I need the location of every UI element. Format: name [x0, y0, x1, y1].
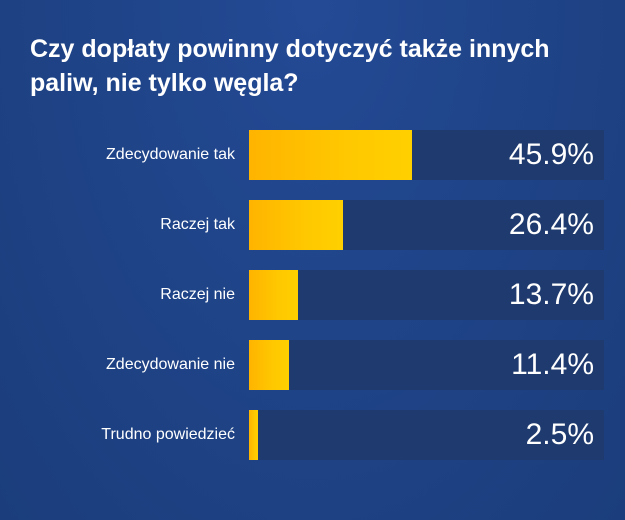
value-label: 13.7%	[508, 278, 594, 311]
bar	[249, 200, 343, 250]
category-label: Zdecydowanie nie	[106, 356, 235, 373]
bar	[249, 270, 298, 320]
category-label: Raczej tak	[160, 216, 235, 233]
bar-row: Zdecydowanie tak 45.9%	[0, 130, 625, 180]
bar	[249, 340, 289, 390]
value-label: 26.4%	[508, 208, 594, 241]
category-label: Trudno powiedzieć	[101, 426, 235, 443]
category-label: Zdecydowanie tak	[106, 146, 235, 163]
value-label: 45.9%	[508, 138, 594, 171]
value-label: 2.5%	[525, 418, 594, 451]
bar	[249, 130, 412, 180]
bar-track: 45.9%	[249, 130, 604, 180]
category-label: Raczej nie	[160, 286, 235, 303]
bar-row: Raczej nie 13.7%	[0, 270, 625, 320]
bar-row: Trudno powiedzieć 2.5%	[0, 410, 625, 460]
value-label: 11.4%	[511, 348, 594, 381]
chart-title: Czy dopłaty powinny dotyczyć także innyc…	[30, 35, 550, 97]
bar-row: Zdecydowanie nie 11.4%	[0, 340, 625, 390]
bar-track: 26.4%	[249, 200, 604, 250]
bar	[249, 410, 258, 460]
bar-row: Raczej tak 26.4%	[0, 200, 625, 250]
bar-track: 13.7%	[249, 270, 604, 320]
bar-track: 2.5%	[249, 410, 604, 460]
bar-track: 11.4%	[249, 340, 604, 390]
